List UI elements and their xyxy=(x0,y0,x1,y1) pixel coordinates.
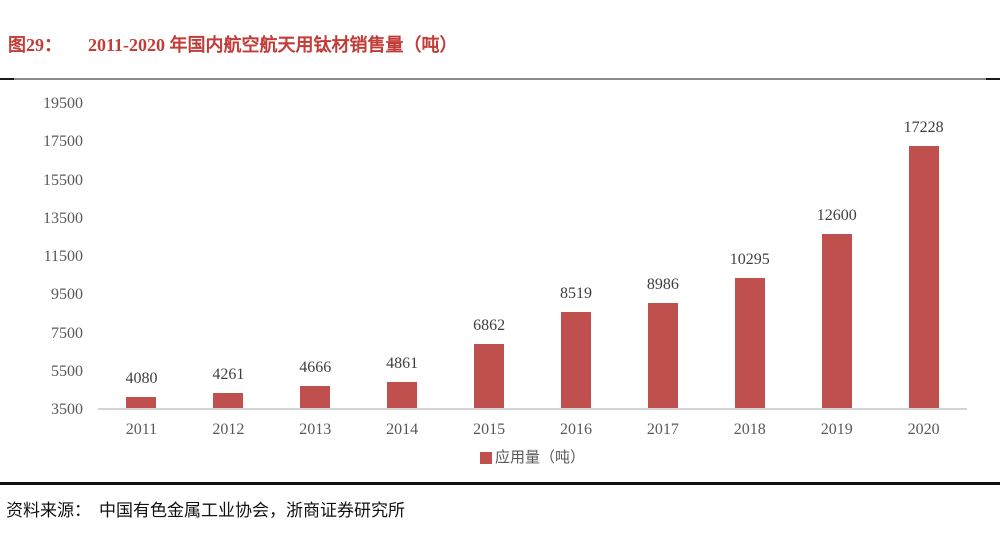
bar-value-label: 12600 xyxy=(816,207,857,224)
bar-value-label: 4666 xyxy=(299,358,332,376)
chart-legend: 应用量（吨） xyxy=(98,450,967,466)
figure-title-text: 2011-2020 年国内航空航天用钛材销售量（吨） xyxy=(88,35,458,55)
x-axis-tick-label: 2017 xyxy=(646,421,679,438)
x-axis-tick-label: 2011 xyxy=(125,421,158,438)
bar-group: 8986 xyxy=(619,95,706,408)
footer-divider-line xyxy=(0,482,1000,485)
source-note: 资料来源： 中国有色金属工业协会，浙商证券研究所 xyxy=(6,496,405,521)
x-axis-tick-label: 2014 xyxy=(386,421,419,438)
y-axis-tick-label: 17500 xyxy=(43,133,83,151)
bar xyxy=(474,343,505,408)
figure-title: 图29： 2011-2020 年国内航空航天用钛材销售量（吨） xyxy=(8,31,458,57)
x-axis-tick-label: 2018 xyxy=(733,421,766,438)
y-axis-tick-label: 15500 xyxy=(43,171,83,189)
y-axis-tick-label: 19500 xyxy=(43,95,83,112)
bar-group: 8519 xyxy=(533,95,620,408)
bar-value-label: 17228 xyxy=(903,118,944,136)
bar xyxy=(821,234,852,408)
bar-group: 4861 xyxy=(359,95,446,408)
bar-value-label: 8986 xyxy=(646,276,679,294)
bar-group: 6862 xyxy=(446,95,533,408)
bar-value-label: 4861 xyxy=(386,355,419,372)
bar xyxy=(300,385,331,408)
x-axis-tick-label: 2016 xyxy=(559,421,592,438)
bar-group: 4080 xyxy=(98,95,185,408)
bar-group: 12600 xyxy=(793,95,880,408)
bar xyxy=(213,393,244,408)
bar xyxy=(734,278,765,408)
bar xyxy=(126,396,157,408)
x-axis-tick-label: 2020 xyxy=(907,421,940,438)
x-axis-tick-label: 2015 xyxy=(473,421,506,438)
bar xyxy=(647,303,678,408)
plot-area: 4080 4261 4666 4861 6862 8519 8986 10295 12600 17… xyxy=(98,95,967,410)
x-axis-tick-label: 2019 xyxy=(820,421,853,438)
bar xyxy=(908,145,939,408)
bar-group: 10295 xyxy=(706,95,793,408)
bar-group: 17228 xyxy=(880,95,967,408)
legend-label: 应用量（吨） xyxy=(494,450,585,466)
bar xyxy=(560,312,591,408)
source-label: 资料来源： xyxy=(6,501,91,520)
bar-group: 4261 xyxy=(185,95,272,408)
y-axis: 3500 5500 7500 9500 11500 13500 15500 17500 1950… xyxy=(0,95,83,425)
x-axis-tick-label: 2013 xyxy=(299,421,332,438)
bar-chart: 3500 5500 7500 9500 11500 13500 15500 17500 1950… xyxy=(0,95,1000,475)
bar-value-label: 6862 xyxy=(473,316,506,334)
bar-value-label: 4080 xyxy=(125,369,158,387)
bar-value-label: 10295 xyxy=(729,251,770,268)
bar xyxy=(387,382,418,408)
bar-value-label: 8519 xyxy=(559,285,592,302)
y-axis-tick-label: 13500 xyxy=(43,209,83,227)
y-axis-tick-label: 7500 xyxy=(51,324,83,342)
legend-swatch-icon xyxy=(479,452,492,464)
x-axis-tick-label: 2012 xyxy=(212,421,245,438)
header-divider-line xyxy=(0,78,1000,80)
source-text: 中国有色金属工业协会，浙商证券研究所 xyxy=(99,501,405,520)
bar-value-label: 4261 xyxy=(212,366,245,384)
figure-number-label: 图29： xyxy=(8,35,62,55)
y-axis-tick-label: 9500 xyxy=(51,286,83,304)
bar-group: 4666 xyxy=(272,95,359,408)
y-axis-tick-label: 11500 xyxy=(43,248,83,265)
y-axis-tick-label: 5500 xyxy=(51,362,83,380)
x-axis: 2011 2012 2013 2014 2015 2016 2017 2018 2019 2020 xyxy=(98,420,967,440)
y-axis-tick-label: 3500 xyxy=(51,401,83,418)
